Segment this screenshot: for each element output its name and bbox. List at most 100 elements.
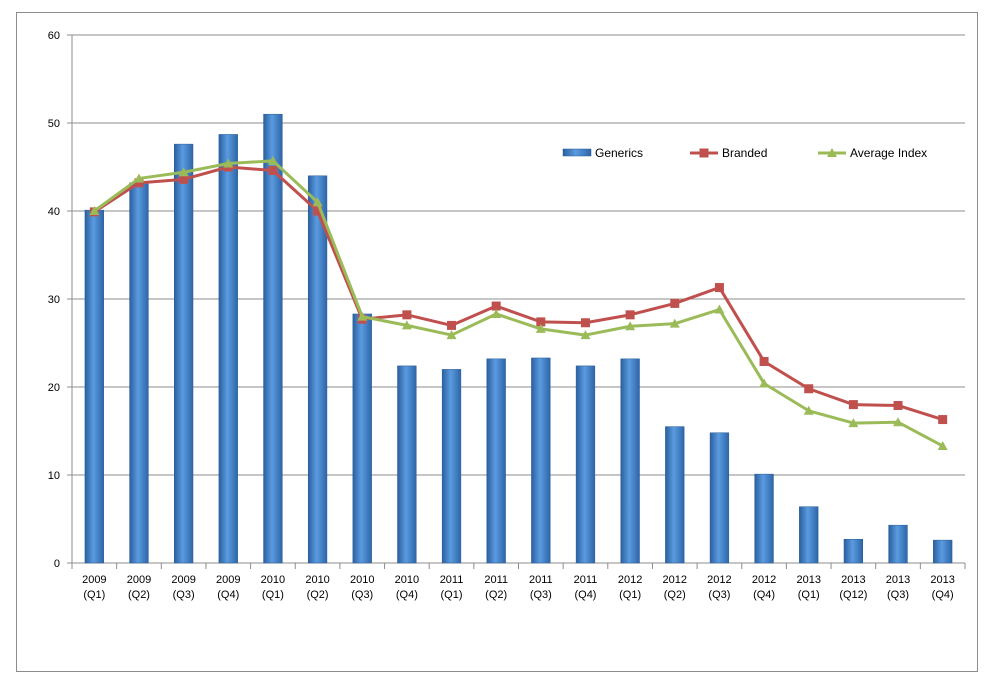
- x-tick-label-quarter: (Q1): [83, 589, 105, 601]
- point-average-index: [178, 167, 189, 177]
- x-tick-label-quarter: (Q4): [217, 589, 239, 601]
- point-average-index: [848, 418, 859, 428]
- x-tick-label-year: 2010: [261, 574, 285, 586]
- point-branded: [179, 174, 189, 184]
- y-axis: 0 10 20 30 40 50 60: [48, 30, 73, 570]
- legend-swatch-generics: [562, 148, 592, 157]
- line-branded: [93, 165, 944, 421]
- point-average-index: [89, 206, 100, 215]
- point-average-index: [312, 197, 323, 207]
- legend-marker-average-index: [827, 148, 837, 157]
- point-average-index: [357, 311, 368, 321]
- x-tick-label-quarter: (Q3): [708, 589, 730, 601]
- x-tick-label-year: 2012: [752, 574, 776, 586]
- legend: Generics Branded Average Index: [562, 146, 927, 160]
- x-tick-label-year: 2012: [663, 574, 687, 586]
- point-average-index: [133, 173, 144, 183]
- line-average-index: [93, 159, 944, 448]
- bar-generics: [397, 365, 417, 564]
- x-tick-label-quarter: (Q2): [307, 589, 329, 601]
- point-branded: [491, 301, 501, 311]
- y-tick-label: 0: [54, 558, 60, 570]
- x-tick-label-quarter: (Q2): [485, 589, 507, 601]
- x-tick-label-year: 2010: [350, 574, 374, 586]
- x-tick-label-quarter: (Q4): [753, 589, 775, 601]
- bars-generics: [84, 113, 953, 564]
- y-tick-label: 10: [48, 470, 60, 482]
- legend-label-average-index: Average Index: [850, 146, 927, 160]
- point-branded: [402, 310, 412, 320]
- point-branded: [714, 283, 724, 293]
- point-branded: [938, 415, 948, 425]
- point-average-index: [803, 405, 814, 415]
- bar-generics: [531, 357, 551, 564]
- y-tick-label: 40: [48, 206, 60, 218]
- x-tick-label-year: 2012: [618, 574, 642, 586]
- x-tick-label-quarter: (Q2): [128, 589, 150, 601]
- x-tick-label-year: 2009: [171, 574, 195, 586]
- x-tick-label-year: 2010: [305, 574, 329, 586]
- bar-generics: [888, 524, 908, 564]
- bar-generics: [575, 365, 596, 564]
- point-average-index: [580, 330, 591, 340]
- point-average-index: [267, 155, 278, 165]
- bar-generics: [218, 134, 238, 564]
- point-branded: [625, 310, 635, 320]
- bar-generics: [709, 432, 730, 564]
- x-tick-label-quarter: (Q4): [396, 589, 418, 601]
- legend-label-generics: Generics: [595, 146, 643, 160]
- point-average-index: [669, 318, 680, 328]
- point-average-index: [625, 321, 636, 331]
- x-tick-label-quarter: (Q3): [351, 589, 373, 601]
- x-tick-label-year: 2011: [484, 574, 508, 586]
- point-average-index: [893, 417, 904, 427]
- x-tick-label-quarter: (Q1): [619, 589, 641, 601]
- x-tick-label-year: 2013: [841, 574, 865, 586]
- x-tick-label-quarter: (Q4): [574, 589, 596, 601]
- x-tick-label-year: 2011: [529, 574, 553, 586]
- point-branded: [848, 400, 858, 410]
- y-tick-label: 20: [48, 382, 60, 394]
- bar-generics: [129, 182, 149, 564]
- x-tick-label-year: 2009: [216, 574, 240, 586]
- x-tick-label-year: 2012: [707, 574, 731, 586]
- bar-generics: [665, 426, 685, 564]
- bar-generics: [754, 473, 774, 564]
- x-tick-label-year: 2013: [796, 574, 820, 586]
- point-branded: [268, 166, 278, 176]
- point-average-index: [714, 304, 725, 314]
- point-branded: [134, 178, 144, 188]
- gridlines: [72, 34, 965, 476]
- x-tick-label-year: 2011: [574, 574, 598, 586]
- point-average-index: [535, 323, 546, 333]
- point-average-index: [759, 378, 770, 388]
- bar-generics: [173, 143, 194, 564]
- bar-generics: [620, 358, 640, 564]
- point-average-index: [401, 320, 412, 330]
- y-tick-label: 50: [48, 118, 60, 130]
- point-average-index: [223, 158, 234, 168]
- point-average-index: [937, 440, 948, 450]
- x-tick-label-quarter: (Q3): [173, 589, 195, 601]
- x-tick-label-year: 2009: [82, 574, 106, 586]
- point-branded: [804, 384, 814, 394]
- bar-generics: [933, 539, 953, 564]
- y-tick-label: 30: [48, 294, 60, 306]
- point-branded: [536, 317, 546, 327]
- x-tick-label-year: 2013: [930, 574, 954, 586]
- x-tick-label-quarter: (Q12): [839, 589, 867, 601]
- point-branded: [759, 356, 769, 366]
- bar-generics: [843, 538, 864, 564]
- point-branded: [893, 400, 903, 410]
- x-tick-label-year: 2010: [395, 574, 419, 586]
- x-tick-label-quarter: (Q1): [441, 589, 463, 601]
- x-tick-label-year: 2013: [886, 574, 910, 586]
- lines: [89, 155, 948, 450]
- bar-generics: [441, 369, 462, 564]
- x-tick-label-quarter: (Q2): [664, 589, 686, 601]
- x-tick-label-quarter: (Q1): [262, 589, 284, 601]
- y-tick-label: 60: [48, 30, 60, 42]
- bar-generics: [799, 506, 819, 564]
- point-branded: [670, 298, 680, 308]
